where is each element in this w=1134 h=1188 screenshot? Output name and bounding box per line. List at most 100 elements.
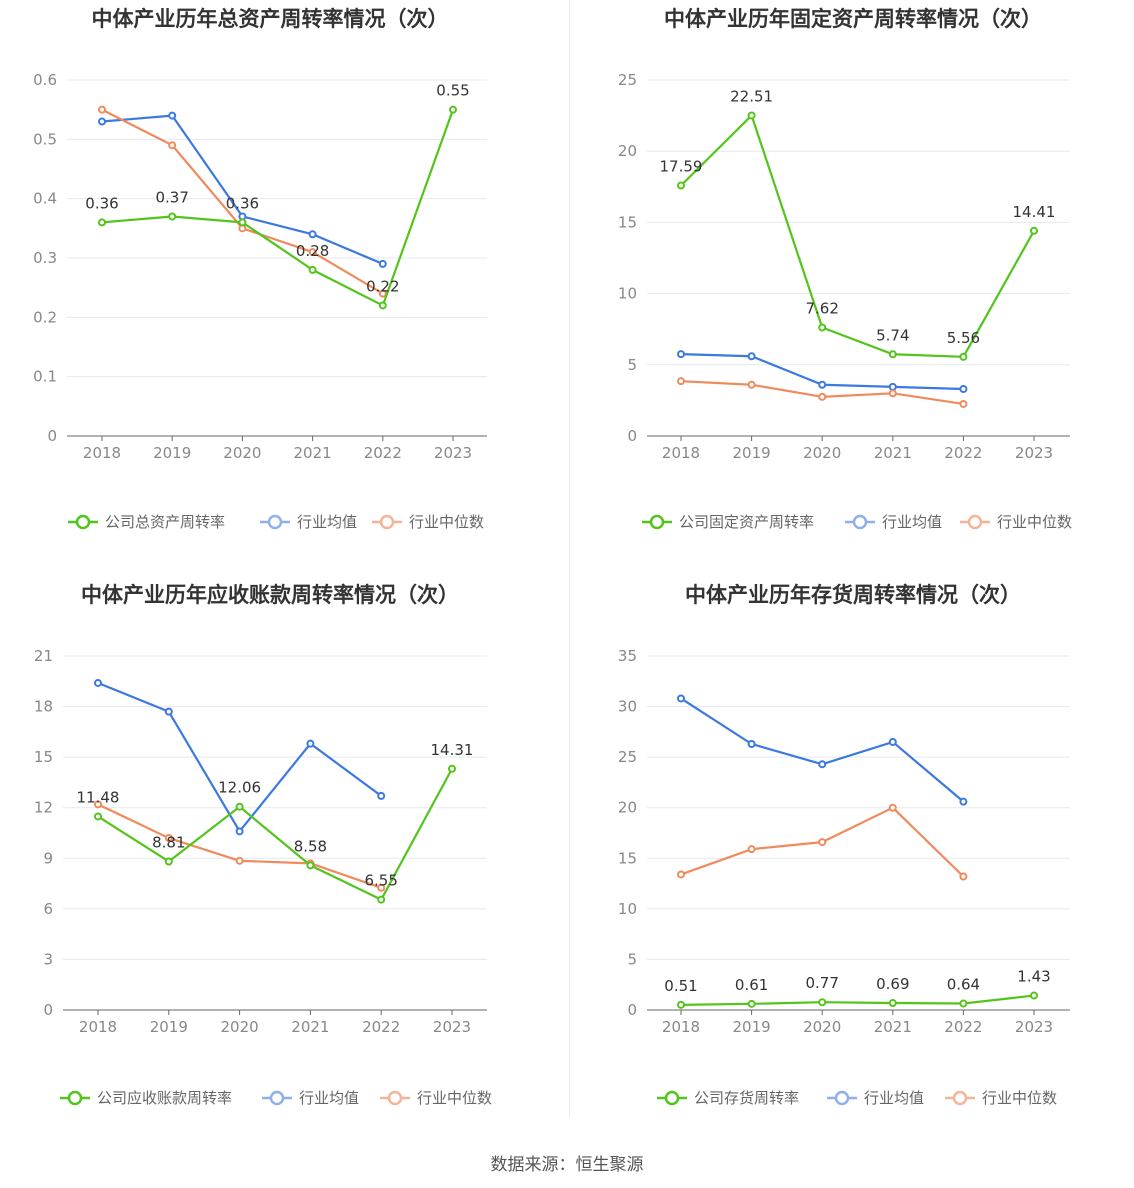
data-point [818, 760, 827, 769]
y-tick-label: 20 [618, 142, 637, 160]
data-point [168, 141, 177, 150]
legend-label: 公司总资产周转率 [105, 513, 225, 531]
legend-label: 行业中位数 [409, 513, 484, 531]
data-point [98, 117, 106, 126]
x-tick-label: 2021 [874, 1018, 912, 1036]
x-tick-label: 2023 [1015, 1018, 1053, 1036]
chart-title: 中体产业历年总资产周转率情况（次） [92, 7, 449, 31]
data-label: 0.36 [226, 194, 259, 212]
data-point [888, 382, 897, 391]
data-point [818, 380, 827, 389]
x-tick-label: 2023 [433, 1018, 471, 1036]
legend-marker [379, 514, 395, 530]
data-label: 17.59 [660, 158, 703, 176]
data-point [747, 111, 756, 120]
data-point [747, 352, 756, 361]
legend-marker [852, 514, 868, 530]
data-label: 7.62 [805, 299, 838, 317]
x-tick-label: 2021 [874, 444, 912, 462]
data-point [818, 998, 827, 1007]
data-point [168, 212, 177, 221]
chart-inventory-turnover: 中体产业历年存货周转率情况（次） 0 5 10 15 20 25 30 35 2018 2019 20… [618, 583, 1070, 1107]
legend-marker [267, 514, 283, 530]
panel-divider [569, 0, 570, 1118]
x-tick-label: 2021 [291, 1018, 329, 1036]
chart-panel-fixed-asset-turnover: 中体产业历年固定资产周转率情况（次） 0 5 10 15 20 25 2018 2019 2020… [567, 0, 1134, 576]
data-label: 0.28 [296, 242, 329, 260]
x-tick-label: 2019 [733, 444, 771, 462]
legend-label: 行业均值 [297, 513, 357, 531]
y-tick-label: 35 [618, 647, 637, 665]
data-point [677, 1000, 685, 1009]
data-label: 14.41 [1013, 203, 1056, 221]
x-tick-label: 2022 [364, 444, 402, 462]
chart-panel-receivables-turnover: 中体产业历年应收账款周转率情况（次） 0 3 6 9 12 15 18 21 2018 2019 20… [0, 576, 567, 1152]
data-label: 5.56 [947, 329, 980, 347]
y-tick-label: 0 [627, 427, 637, 445]
data-point [888, 389, 897, 398]
data-point [94, 678, 102, 687]
data-point [377, 883, 386, 892]
data-point [98, 105, 106, 114]
x-tick-label: 2022 [944, 444, 982, 462]
data-point [747, 999, 756, 1008]
x-tick-label: 2020 [221, 1018, 259, 1036]
data-point [1030, 991, 1038, 1000]
chart-title: 中体产业历年存货周转率情况（次） [685, 583, 1021, 607]
y-tick-label: 10 [618, 285, 637, 303]
data-label: 12.06 [218, 779, 261, 797]
data-point [308, 248, 317, 257]
data-source-note: 数据来源：恒生聚源 [490, 1155, 644, 1175]
data-point [168, 111, 177, 120]
data-point [959, 872, 968, 881]
data-label: 0.37 [155, 188, 188, 206]
data-point [378, 301, 387, 310]
legend-label: 公司存货周转率 [694, 1089, 799, 1107]
data-label: 0.36 [85, 194, 118, 212]
legend-marker [75, 514, 91, 530]
data-label: 14.31 [431, 741, 474, 759]
data-point [164, 857, 173, 866]
data-point [308, 230, 317, 239]
legend-marker [387, 1090, 403, 1106]
chart-title: 中体产业历年应收账款周转率情况（次） [81, 583, 459, 607]
y-tick-label: 5 [627, 356, 637, 374]
data-label: 0.77 [805, 974, 838, 992]
y-tick-label: 9 [43, 849, 53, 867]
legend-label: 公司固定资产周转率 [679, 513, 814, 531]
series-line [680, 114, 1035, 358]
data-point [235, 856, 244, 865]
data-point [235, 827, 244, 836]
chart-panel-inventory-turnover: 中体产业历年存货周转率情况（次） 0 5 10 15 20 25 30 35 2018 2019 20… [567, 576, 1134, 1152]
data-point [377, 791, 386, 800]
y-tick-label: 15 [34, 748, 53, 766]
chart-title: 中体产业历年固定资产周转率情况（次） [664, 7, 1042, 31]
data-label: 0.61 [735, 976, 768, 994]
data-point [448, 764, 456, 773]
data-label: 0.55 [436, 82, 469, 100]
x-tick-label: 2023 [434, 444, 472, 462]
y-tick-label: 25 [618, 71, 637, 89]
data-point [959, 385, 968, 394]
data-point [94, 800, 102, 809]
y-tick-label: 0 [627, 1001, 637, 1019]
data-label: 8.81 [152, 833, 185, 851]
data-point [94, 812, 102, 821]
legend-label: 行业中位数 [997, 513, 1072, 531]
y-tick-label: 6 [43, 900, 53, 918]
series-line [680, 697, 965, 803]
data-point [888, 803, 897, 812]
data-point [378, 259, 387, 268]
legend-label: 行业均值 [864, 1089, 924, 1107]
data-label: 0.69 [876, 975, 909, 993]
x-tick-label: 2019 [153, 444, 191, 462]
legend-label: 行业均值 [882, 513, 942, 531]
data-point [306, 861, 315, 870]
legend-marker [664, 1090, 680, 1106]
legend-marker [834, 1090, 850, 1106]
y-tick-label: 21 [34, 647, 53, 665]
data-point [818, 838, 827, 847]
y-tick-label: 10 [618, 900, 637, 918]
x-tick-label: 2020 [223, 444, 261, 462]
y-tick-label: 15 [618, 849, 637, 867]
